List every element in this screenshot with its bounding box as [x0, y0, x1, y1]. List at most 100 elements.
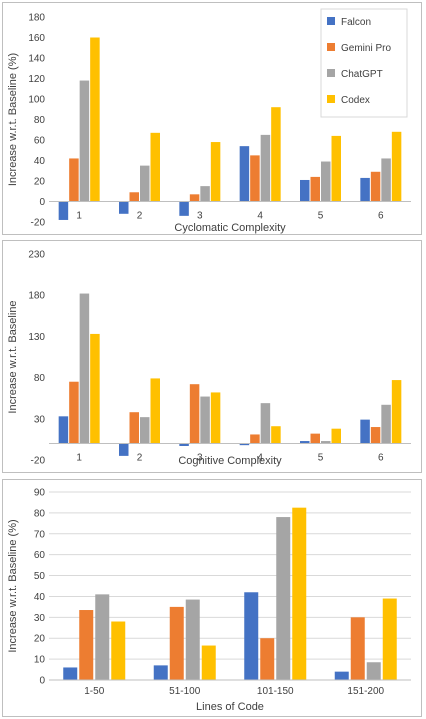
- y-tick-label: 160: [28, 33, 45, 44]
- bar-chatgpt: [260, 134, 271, 202]
- bar-gemini-pro: [310, 176, 320, 202]
- bar-codex: [201, 645, 216, 680]
- bar-gemini-pro: [310, 433, 320, 444]
- category-label: 151-200: [347, 686, 384, 697]
- bar-gemini-pro: [260, 638, 275, 680]
- chart-panel-cyclomatic: -20 0 20 40 60 80 100 120 140 160 180 Increase w.r.…: [2, 2, 422, 235]
- bar-chatgpt: [276, 517, 291, 680]
- bar-gemini-pro: [79, 610, 94, 680]
- bar-gemini-pro: [350, 617, 365, 680]
- bar-chatgpt: [140, 165, 150, 202]
- legend-box: [320, 8, 408, 118]
- bar-chatgpt: [260, 403, 271, 444]
- bar-codex: [150, 378, 160, 444]
- y-tick-label: 30: [34, 613, 46, 624]
- category-label: 101-150: [257, 686, 294, 697]
- bar-falcon: [334, 671, 349, 680]
- bar-chatgpt: [381, 158, 391, 202]
- y-axis-title: Increase w.r.t. Baseline (%): [7, 519, 19, 652]
- bar-codex: [210, 142, 221, 202]
- lines-of-code-chart: 0 10 20 30 40 50 60 70 80 90 Increase w.r.t. Basel…: [7, 488, 411, 713]
- bar-codex: [271, 426, 281, 444]
- y-tick-label: 40: [34, 156, 46, 167]
- y-tick-label: 140: [28, 54, 45, 65]
- y-tick-label: 70: [34, 529, 46, 540]
- bar-codex: [90, 37, 100, 202]
- category-label: 4: [257, 211, 263, 222]
- bar-gemini-pro: [189, 384, 200, 444]
- bar-falcon: [119, 443, 129, 456]
- bar-falcon: [119, 201, 129, 214]
- y-tick-label: 60: [34, 550, 46, 561]
- legend-label: Codex: [341, 95, 370, 106]
- legend-label: Falcon: [341, 17, 371, 28]
- legend-label: ChatGPT: [341, 69, 383, 80]
- y-tick-label: 0: [39, 676, 45, 687]
- bar-gemini-pro: [370, 427, 381, 444]
- y-tick-label: 180: [28, 291, 45, 302]
- bar-falcon: [300, 441, 310, 444]
- bar-gemini-pro: [189, 194, 200, 202]
- bar-chatgpt: [366, 662, 381, 680]
- category-label: 3: [197, 453, 203, 464]
- bar-falcon: [63, 667, 78, 680]
- bar-gemini-pro: [129, 412, 139, 444]
- y-tick-label: 50: [34, 571, 46, 582]
- category-label: 1: [76, 453, 82, 464]
- bar-chatgpt: [321, 441, 331, 444]
- y-tick-label: 180: [28, 13, 45, 24]
- category-label: 2: [137, 453, 143, 464]
- bar-chatgpt: [321, 161, 331, 202]
- bar-gemini-pro: [129, 192, 139, 202]
- y-axis-title: Increase w.r.t. Baseline (%): [7, 53, 19, 186]
- bar-chatgpt: [200, 186, 210, 202]
- bar-codex: [292, 507, 307, 680]
- bar-codex: [210, 392, 221, 444]
- bar-falcon: [360, 419, 370, 444]
- x-axis-title: Cognitive Complexity: [178, 455, 282, 467]
- cyclomatic-complexity-chart: -20 0 20 40 60 80 100 120 140 160 180 Increase w.r.…: [7, 8, 411, 234]
- category-label: 4: [257, 453, 263, 464]
- category-label: 5: [318, 211, 324, 222]
- chart-panel-lines-of-code: 0 10 20 30 40 50 60 70 80 90 Increase w.r.t. Basel…: [2, 479, 422, 717]
- bar-chatgpt: [95, 594, 110, 680]
- bar-chatgpt: [79, 80, 90, 202]
- y-tick-label: 10: [34, 655, 46, 666]
- bar-codex: [150, 132, 160, 202]
- y-tick-label: 100: [28, 95, 45, 106]
- y-tick-label: 60: [34, 136, 46, 147]
- bar-codex: [382, 598, 397, 680]
- category-label: 1-50: [84, 686, 104, 697]
- bar-codex: [90, 333, 100, 444]
- y-tick-label: 130: [28, 332, 45, 343]
- y-tick-label: 30: [34, 414, 46, 425]
- bar-falcon: [300, 179, 310, 202]
- bar-gemini-pro: [250, 155, 260, 202]
- bar-gemini-pro: [169, 606, 184, 680]
- bar-chatgpt: [185, 599, 200, 680]
- bar-falcon: [360, 177, 370, 202]
- y-tick-label: 80: [34, 508, 46, 519]
- y-tick-label: -20: [31, 218, 46, 229]
- category-label: 5: [318, 453, 324, 464]
- bar-codex: [391, 380, 402, 444]
- bar-codex: [271, 107, 281, 202]
- y-axis-title: Increase w.r.t. Baseline: [7, 300, 19, 413]
- bar-falcon: [153, 665, 168, 680]
- bar-falcon: [58, 416, 69, 444]
- bar-falcon: [239, 146, 250, 202]
- cognitive-complexity-chart: -20 30 80 130 180 230 Increase w.r.t. Baseline…: [7, 250, 411, 467]
- bar-codex: [391, 131, 402, 202]
- bar-falcon: [244, 592, 259, 680]
- y-tick-label: 80: [34, 373, 46, 384]
- y-tick-label: 80: [34, 115, 46, 126]
- category-label: 6: [378, 453, 384, 464]
- y-tick-label: 0: [39, 197, 45, 208]
- bar-gemini-pro: [69, 158, 79, 202]
- bar-gemini-pro: [250, 434, 260, 444]
- legend-swatch: [327, 17, 335, 25]
- bar-chatgpt: [381, 404, 391, 444]
- x-axis-title: Cyclomatic Complexity: [174, 222, 286, 234]
- category-label: 2: [137, 211, 143, 222]
- category-label: 1: [76, 211, 82, 222]
